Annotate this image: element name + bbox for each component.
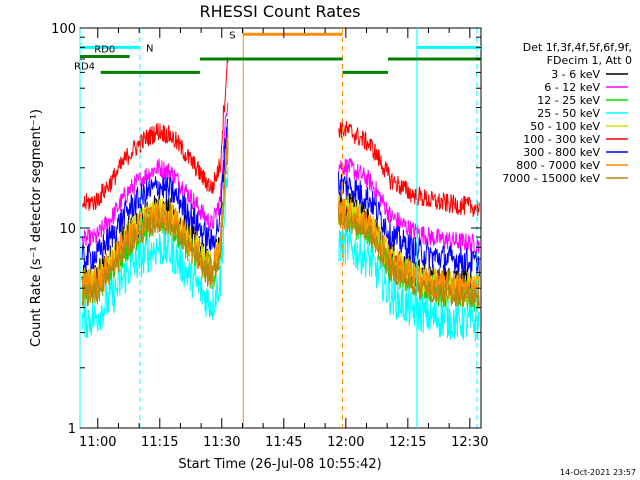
x-tick-label: 11:15 bbox=[141, 435, 178, 450]
x-tick-label: 11:45 bbox=[265, 435, 302, 450]
series-line-9 bbox=[81, 147, 480, 308]
x-tick-label: 12:30 bbox=[451, 435, 488, 450]
x-tick-label: 12:00 bbox=[327, 435, 364, 450]
series-line-7 bbox=[81, 119, 480, 277]
legend-label: 50 - 100 keV bbox=[530, 120, 600, 133]
legend-label: 12 - 25 keV bbox=[537, 94, 600, 107]
rd4-marker-label: RD4 bbox=[74, 62, 95, 73]
rd0-marker-label: RD0 bbox=[94, 45, 115, 56]
series-line-2 bbox=[81, 102, 480, 254]
series-layer bbox=[81, 57, 480, 342]
footer-timestamp: 14-Oct-2021 23:57 bbox=[560, 468, 636, 477]
y-tick-label: 100 bbox=[51, 22, 76, 37]
legend-label: 300 - 800 keV bbox=[523, 146, 600, 159]
x-axis-label: Start Time (26-Jul-08 10:55:42) bbox=[178, 457, 381, 472]
legend-label: 800 - 7000 keV bbox=[516, 159, 600, 172]
y-axis-label: Count Rate (s⁻¹ detector segment⁻¹) bbox=[29, 109, 44, 347]
legend-label: 6 - 12 keV bbox=[544, 81, 600, 94]
s-marker-label: S bbox=[229, 30, 235, 41]
legend-header-line-1: Det 1f,3f,4f,5f,6f,9f, bbox=[523, 41, 632, 54]
x-tick-label: 11:30 bbox=[203, 435, 240, 450]
x-tick-label: 12:15 bbox=[389, 435, 426, 450]
legend-label: 100 - 300 keV bbox=[523, 133, 600, 146]
y-tick-label: 1 bbox=[68, 422, 76, 437]
legend-header-line-2: FDecim 1, Att 0 bbox=[547, 54, 632, 67]
legend-label: 25 - 50 keV bbox=[537, 107, 600, 120]
legend-label: 3 - 6 keV bbox=[551, 68, 600, 81]
chart-title: RHESSI Count Rates bbox=[200, 2, 361, 21]
legend: Det 1f,3f,4f,5f,6f,9f, FDecim 1, Att 0 3… bbox=[502, 41, 632, 185]
legend-label: 7000 - 15000 keV bbox=[502, 172, 600, 185]
series-line-6 bbox=[81, 57, 480, 217]
axis-layer: 11:00 11:15 11:30 11:45 12:00 12:15 12:30 1 10 10… bbox=[51, 22, 488, 450]
plot-area: N S RD0 RD4 bbox=[74, 27, 482, 429]
series-line-4 bbox=[81, 166, 480, 342]
y-tick-label: 10 bbox=[59, 222, 76, 237]
x-tick-label: 11:00 bbox=[79, 435, 116, 450]
n-marker-label: N bbox=[146, 43, 153, 54]
